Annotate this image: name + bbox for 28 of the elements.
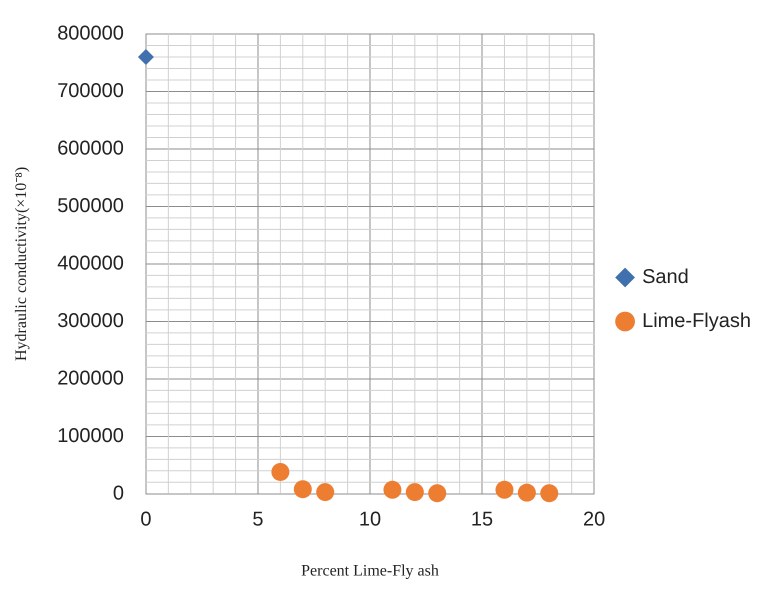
y-tick-label: 100000 bbox=[57, 424, 124, 447]
point bbox=[406, 483, 424, 502]
x-tick-label: 5 bbox=[252, 508, 264, 530]
legend-label: Lime-Flyash bbox=[642, 310, 752, 332]
y-tick-label: 600000 bbox=[57, 137, 124, 160]
point bbox=[518, 484, 536, 502]
x-tick-label: 20 bbox=[582, 508, 606, 530]
point bbox=[495, 480, 514, 499]
x-axis-title: Percent Lime-Fly ash bbox=[301, 562, 439, 580]
y-tick-label: 300000 bbox=[57, 310, 124, 332]
x-tick-label: 10 bbox=[358, 508, 382, 530]
point bbox=[294, 480, 312, 498]
point bbox=[271, 462, 290, 481]
y-tick-label: 500000 bbox=[57, 194, 124, 217]
y-tick-label: 800000 bbox=[57, 22, 124, 45]
y-axis-title: Hydraulic conductivity(×10⁻⁸) bbox=[12, 166, 30, 362]
point bbox=[383, 480, 402, 499]
y-tick-label: 0 bbox=[112, 482, 124, 504]
point bbox=[316, 483, 334, 502]
x-tick-label: 0 bbox=[140, 508, 152, 530]
point bbox=[540, 484, 558, 502]
legend-label: Sand bbox=[642, 266, 689, 288]
y-tick-label: 200000 bbox=[57, 367, 124, 390]
point bbox=[138, 48, 154, 65]
x-tick-label: 15 bbox=[470, 508, 494, 530]
y-tick-label: 400000 bbox=[57, 252, 124, 274]
point bbox=[428, 484, 446, 502]
y-tick-label: 700000 bbox=[57, 80, 124, 102]
